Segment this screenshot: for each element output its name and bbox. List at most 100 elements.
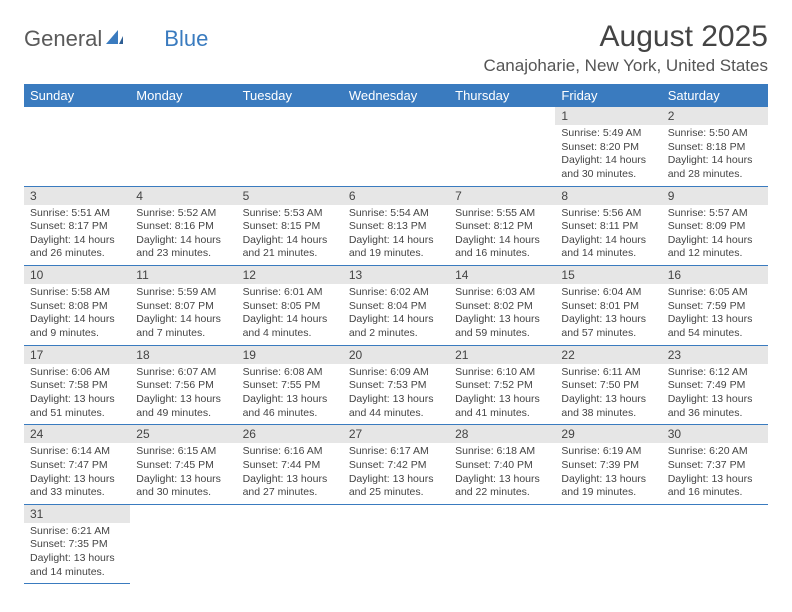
day-content: Sunrise: 6:08 AMSunset: 7:55 PMDaylight:…: [237, 364, 343, 425]
day-content: Sunrise: 6:17 AMSunset: 7:42 PMDaylight:…: [343, 443, 449, 504]
calendar-day-cell: 9Sunrise: 5:57 AMSunset: 8:09 PMDaylight…: [662, 186, 768, 266]
day-number: 3: [24, 187, 130, 205]
day-number: 13: [343, 266, 449, 284]
day-content: Sunrise: 5:55 AMSunset: 8:12 PM Daylight:…: [449, 205, 555, 266]
sunset-line: Sunset: 7:58 PM: [30, 379, 108, 391]
calendar-day-cell: 27Sunrise: 6:17 AMSunset: 7:42 PMDayligh…: [343, 425, 449, 505]
sunrise-line: Sunrise: 6:11 AM: [561, 366, 640, 378]
sunset-line: Sunset: 7:56 PM: [136, 379, 214, 391]
sunset-line: Sunset: 8:16 PM: [136, 220, 214, 232]
daylight-line: Daylight: 14 hours and 4 minutes.: [243, 313, 328, 339]
daylight-line: Daylight: 14 hours and 28 minutes.: [668, 154, 753, 180]
day-number: 21: [449, 346, 555, 364]
daylight-line: Daylight: 14 hours and 16 minutes.: [455, 234, 540, 260]
daylight-line: Daylight: 14 hours and 21 minutes.: [243, 234, 328, 260]
sunrise-line: Sunrise: 6:12 AM: [668, 366, 748, 378]
sunrise-line: Sunrise: 5:51 AM: [30, 207, 110, 219]
day-number: 2: [662, 107, 768, 125]
sunrise-line: Sunrise: 6:06 AM: [30, 366, 110, 378]
daylight-line: Daylight: 13 hours and 16 minutes.: [668, 473, 753, 499]
sunrise-line: Sunrise: 5:53 AM: [243, 207, 323, 219]
page-title: August 2025: [484, 20, 768, 54]
sunset-line: Sunset: 8:20 PM: [561, 141, 639, 153]
calendar-day-cell: 17Sunrise: 6:06 AMSunset: 7:58 PMDayligh…: [24, 345, 130, 425]
sunset-line: Sunset: 8:15 PM: [243, 220, 321, 232]
calendar-day-cell: 8Sunrise: 5:56 AMSunset: 8:11 PMDaylight…: [555, 186, 661, 266]
sunrise-line: Sunrise: 6:03 AM: [455, 286, 535, 298]
day-content: Sunrise: 6:15 AMSunset: 7:45 PMDaylight:…: [130, 443, 236, 504]
daylight-line: Daylight: 13 hours and 54 minutes.: [668, 313, 753, 339]
day-number: 23: [662, 346, 768, 364]
weekday-header: Sunday: [24, 84, 130, 107]
daylight-line: Daylight: 13 hours and 22 minutes.: [455, 473, 540, 499]
calendar-day-cell: 7 Sunrise: 5:55 AMSunset: 8:12 PM Daylight…: [449, 186, 555, 266]
day-number: 14: [449, 266, 555, 284]
day-number: 12: [237, 266, 343, 284]
title-block: August 2025 Canajoharie, New York, Unite…: [484, 20, 768, 76]
sunset-line: Sunset: 8:17 PM: [30, 220, 108, 232]
calendar-day-cell: 3Sunrise: 5:51 AMSunset: 8:17 PMDaylight…: [24, 186, 130, 266]
weekday-header: Saturday: [662, 84, 768, 107]
calendar-day-cell: [343, 107, 449, 186]
day-content: Sunrise: 5:59 AMSunset: 8:07 PMDaylight:…: [130, 284, 236, 345]
sunrise-line: Sunrise: 5:58 AM: [30, 286, 110, 298]
sunrise-line: Sunrise: 6:08 AM: [243, 366, 323, 378]
day-content: Sunrise: 6:09 AMSunset: 7:53 PMDaylight:…: [343, 364, 449, 425]
calendar-table: SundayMondayTuesdayWednesdayThursdayFrid…: [24, 84, 768, 584]
day-content: Sunrise: 6:03 AMSunset: 8:02 PMDaylight:…: [449, 284, 555, 345]
sunrise-line: Sunrise: 6:10 AM: [455, 366, 535, 378]
calendar-day-cell: [449, 504, 555, 584]
day-number: 19: [237, 346, 343, 364]
day-number: 10: [24, 266, 130, 284]
daylight-line: Daylight: 13 hours and 36 minutes.: [668, 393, 753, 419]
calendar-week-row: 24Sunrise: 6:14 AMSunset: 7:47 PMDayligh…: [24, 425, 768, 505]
day-content: Sunrise: 6:07 AMSunset: 7:56 PMDaylight:…: [130, 364, 236, 425]
day-content: Sunrise: 6:19 AMSunset: 7:39 PMDaylight:…: [555, 443, 661, 504]
day-number: 4: [130, 187, 236, 205]
calendar-day-cell: [449, 107, 555, 186]
logo: GeneralBlue: [24, 26, 208, 52]
daylight-line: Daylight: 14 hours and 14 minutes.: [561, 234, 646, 260]
daylight-line: Daylight: 13 hours and 41 minutes.: [455, 393, 540, 419]
calendar-day-cell: [343, 504, 449, 584]
day-number: 7: [449, 187, 555, 205]
day-content: Sunrise: 6:16 AMSunset: 7:44 PMDaylight:…: [237, 443, 343, 504]
daylight-line: Daylight: 13 hours and 51 minutes.: [30, 393, 115, 419]
sunset-line: Sunset: 7:47 PM: [30, 459, 108, 471]
sunrise-line: Sunrise: 6:04 AM: [561, 286, 641, 298]
sunset-line: Sunset: 8:07 PM: [136, 300, 214, 312]
day-content: Sunrise: 6:20 AMSunset: 7:37 PMDaylight:…: [662, 443, 768, 504]
daylight-line: Daylight: 13 hours and 49 minutes.: [136, 393, 221, 419]
sunrise-line: Sunrise: 5:56 AM: [561, 207, 641, 219]
calendar-week-row: 1Sunrise: 5:49 AMSunset: 8:20 PMDaylight…: [24, 107, 768, 186]
calendar-day-cell: [555, 504, 661, 584]
day-content: Sunrise: 5:49 AMSunset: 8:20 PMDaylight:…: [555, 125, 661, 186]
sunrise-line: Sunrise: 5:55 AM: [455, 207, 535, 219]
header: GeneralBlue August 2025 Canajoharie, New…: [24, 20, 768, 76]
daylight-line: Daylight: 13 hours and 14 minutes.: [30, 552, 115, 578]
sunrise-line: Sunrise: 6:02 AM: [349, 286, 429, 298]
day-content: Sunrise: 6:04 AMSunset: 8:01 PMDaylight:…: [555, 284, 661, 345]
sunset-line: Sunset: 8:08 PM: [30, 300, 108, 312]
calendar-week-row: 10 Sunrise: 5:58 AM Sunset: 8:08 PM Dayligh…: [24, 266, 768, 346]
daylight-line: Daylight: 14 hours and 2 minutes.: [349, 313, 434, 339]
day-number: 27: [343, 425, 449, 443]
sunset-line: Sunset: 8:11 PM: [561, 220, 638, 232]
sunset-line: Sunset: 7:40 PM: [455, 459, 533, 471]
sunset-line: Sunset: 7:44 PM: [243, 459, 321, 471]
day-content: Sunrise: 5:58 AMSunset: 8:08 PMDaylight:…: [24, 284, 130, 345]
sunset-line: Sunset: 7:53 PM: [349, 379, 427, 391]
calendar-day-cell: 16Sunrise: 6:05 AMSunset: 7:59 PMDayligh…: [662, 266, 768, 346]
day-number: 29: [555, 425, 661, 443]
sunset-line: Sunset: 8:12 PM: [455, 220, 533, 232]
calendar-day-cell: 11Sunrise: 5:59 AMSunset: 8:07 PMDayligh…: [130, 266, 236, 346]
calendar-day-cell: 19Sunrise: 6:08 AMSunset: 7:55 PMDayligh…: [237, 345, 343, 425]
sunrise-line: Sunrise: 6:20 AM: [668, 445, 748, 457]
daylight-line: Daylight: 14 hours and 12 minutes.: [668, 234, 753, 260]
calendar-day-cell: 26Sunrise: 6:16 AMSunset: 7:44 PMDayligh…: [237, 425, 343, 505]
logo-text-1: General: [24, 26, 102, 52]
calendar-day-cell: 6Sunrise: 5:54 AMSunset: 8:13 PMDaylight…: [343, 186, 449, 266]
calendar-day-cell: 28Sunrise: 6:18 AMSunset: 7:40 PMDayligh…: [449, 425, 555, 505]
day-number: 22: [555, 346, 661, 364]
sunrise-line: Sunrise: 5:59 AM: [136, 286, 216, 298]
